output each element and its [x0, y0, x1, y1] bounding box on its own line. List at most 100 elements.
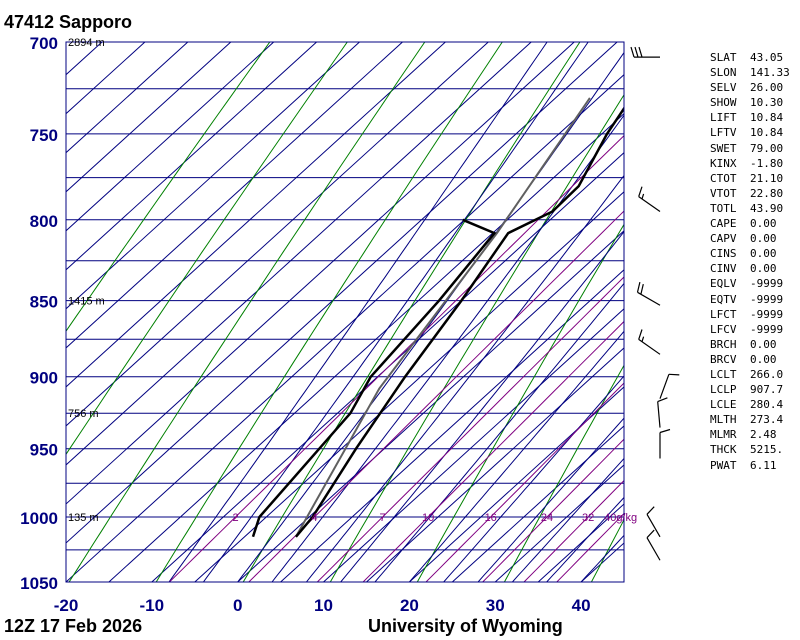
index-value: 0.00: [750, 262, 777, 276]
wind-barb: [646, 506, 661, 538]
index-name: LCLP: [710, 383, 737, 397]
wind-barb: [638, 329, 661, 355]
index-row: MLTH 273.4: [710, 412, 800, 427]
index-name: THCK: [710, 443, 737, 457]
mixing-ratio-line: [316, 276, 624, 582]
isotherm-line: [66, 42, 275, 232]
wind-barb-feather: [638, 329, 643, 340]
mixing-ratio-label: 16: [485, 512, 497, 524]
index-name: SELV: [710, 81, 737, 95]
index-name: KINX: [710, 156, 737, 170]
index-row: CINS 0.00: [710, 246, 800, 261]
dry-adiabat-line: [416, 223, 624, 582]
mixing-ratio-label: 2: [232, 512, 238, 524]
wind-barb-staff: [646, 514, 661, 538]
isotherm-line: [66, 42, 403, 349]
index-name: SWET: [710, 141, 737, 155]
dry-adiabat-line: [68, 42, 426, 582]
wind-barb-staff: [638, 338, 661, 355]
dewpoint-profile-line: [251, 218, 497, 538]
temperature-tick-label: -10: [140, 596, 165, 615]
index-value: 2.48: [750, 428, 777, 442]
mixing-ratio-label: 40g/kg: [604, 512, 637, 524]
index-row: LIFT 10.84: [710, 110, 800, 125]
plot-frame: [65, 41, 625, 583]
index-name: MLMR: [710, 428, 737, 442]
wind-barb: [638, 186, 661, 212]
isotherm-line: [66, 42, 489, 427]
wind-barb-feather: [646, 529, 655, 539]
index-row: THCK 5215.: [710, 442, 800, 457]
wind-barb-staff: [637, 291, 661, 306]
height-label: 756 m: [68, 408, 99, 420]
mixing-ratio-label: 4: [311, 512, 317, 524]
isotherm-line: [323, 308, 624, 582]
index-row: SLON 141.33: [710, 65, 800, 80]
index-row: MLMR 2.48: [710, 427, 800, 442]
wind-barb-staff: [657, 401, 661, 428]
wind-barb: [630, 46, 661, 58]
index-value: 10.84: [750, 111, 784, 125]
index-value: 43.05: [750, 51, 784, 64]
isotherm-line: [66, 74, 624, 582]
index-value: -1.80: [750, 156, 784, 170]
moist-adiabat-line: [168, 42, 548, 582]
wind-barb-feather: [659, 428, 671, 434]
wind-barb: [659, 373, 680, 399]
mixing-ratio-line: [362, 320, 624, 582]
temperature-tick-label: 20: [400, 596, 419, 615]
dry-adiabat-line: [242, 42, 581, 582]
index-value: 0.00: [750, 247, 777, 261]
index-name: MLTH: [710, 413, 737, 427]
index-name: LFCV: [710, 322, 737, 336]
index-value: 22.80: [750, 186, 784, 200]
index-row: LCLE 280.4: [710, 397, 800, 412]
index-value: 5215.: [750, 443, 784, 457]
index-row: EQLV -9999: [710, 276, 800, 291]
wind-barb-feather: [636, 281, 641, 293]
index-name: EQLV: [710, 277, 737, 291]
isotherm-line: [151, 152, 624, 582]
isotherm-line: [0, 42, 59, 582]
pressure-tick-label: 950: [30, 441, 58, 460]
index-name: VTOT: [710, 186, 737, 200]
isotherm-line: [66, 42, 103, 76]
index-row: TOTL 43.90: [710, 201, 800, 216]
pressure-tick-label: 900: [30, 369, 58, 388]
index-value: 0.00: [750, 352, 777, 366]
moist-adiabat-line: [409, 330, 624, 582]
index-value: 43.90: [750, 201, 784, 215]
wind-barb-feather: [634, 46, 639, 58]
grid-lines: [0, 42, 624, 582]
index-row: BRCH 0.00: [710, 337, 800, 352]
index-value: 26.00: [750, 81, 784, 95]
dry-adiabat-line: [66, 42, 271, 333]
mixing-ratio-label: 32: [582, 512, 594, 524]
temperature-tick-label: 40: [572, 596, 591, 615]
mixing-ratio-label: 24: [541, 512, 553, 524]
index-value: 907.7: [750, 383, 784, 397]
index-name: SLAT: [710, 51, 737, 64]
wind-barb-feather: [657, 397, 668, 403]
pressure-tick-label: 750: [30, 126, 58, 145]
temperature-tick-label: 10: [314, 596, 333, 615]
dry-adiabat-line: [329, 93, 624, 582]
index-value: 141.33: [750, 66, 790, 80]
index-value: 10.30: [750, 96, 784, 110]
index-value: 0.00: [750, 337, 777, 351]
wind-barb-half-feather: [641, 193, 645, 200]
index-name: CINV: [710, 262, 737, 276]
moist-adiabat-line: [237, 51, 624, 582]
temperature-tick-label: -20: [54, 596, 79, 615]
index-name: LFTV: [710, 126, 737, 140]
mixing-ratio-line: [425, 382, 624, 582]
index-value: 6.11: [750, 458, 777, 472]
index-name: SHOW: [710, 96, 737, 110]
index-row: SWET 79.00: [710, 141, 800, 156]
wind-barb-feather: [646, 506, 655, 515]
wind-barb: [646, 529, 661, 561]
wind-barb-staff: [659, 374, 670, 399]
index-value: -9999: [750, 307, 784, 321]
index-value: -9999: [750, 322, 784, 336]
sounding-time: 12Z 17 Feb 2026: [4, 616, 143, 636]
